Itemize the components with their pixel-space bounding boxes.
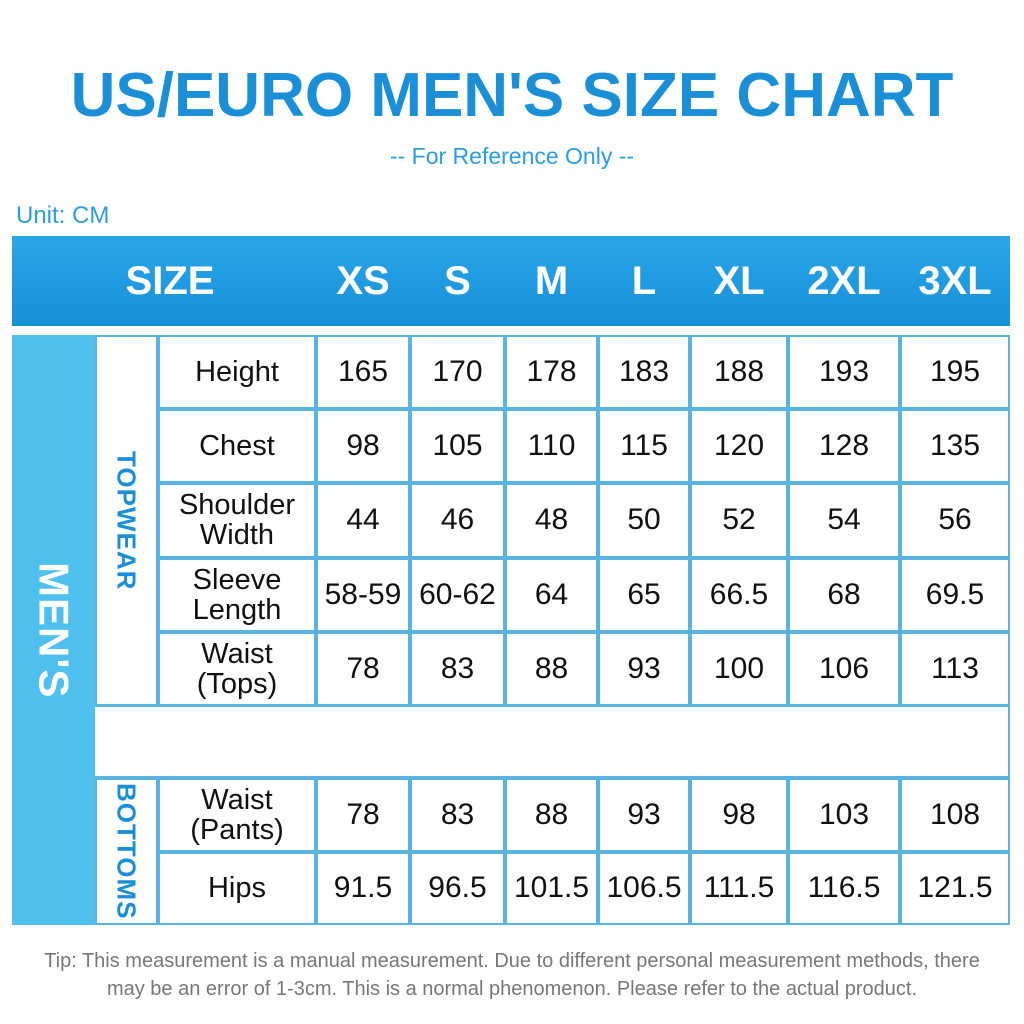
row-label: Waist (Tops) <box>158 631 316 706</box>
size-header: XS <box>336 258 390 303</box>
value-cell: 60-62 <box>410 557 505 632</box>
value-cell: 121.5 <box>900 851 1010 925</box>
value-cell: 105 <box>410 409 505 484</box>
tip: Tip: This measurement is a manual measur… <box>44 950 980 1000</box>
row-label: Shoulder Width <box>158 483 316 558</box>
value-cell: 93 <box>598 778 690 852</box>
value-cell: 93 <box>598 631 690 706</box>
row-label: Chest <box>158 409 316 484</box>
size-label: SIZE <box>125 258 215 303</box>
value-cell: 103 <box>788 778 900 852</box>
value-cell: 50 <box>598 483 690 558</box>
title: US/EURO MEN'S SIZE CHART <box>70 60 954 130</box>
value-cell: 195 <box>900 335 1010 410</box>
value-cell: 58-59 <box>316 557 410 632</box>
value-cell: 78 <box>316 631 410 706</box>
value-cell: 115 <box>598 409 690 484</box>
size-header: L <box>631 258 657 303</box>
value-cell: 106 <box>788 631 900 706</box>
size-header: M <box>534 258 569 303</box>
header-bar <box>12 236 1010 326</box>
value-cell: 52 <box>690 483 788 558</box>
row-label: Waist (Pants) <box>158 778 316 852</box>
section-label: TOPWEAR <box>95 335 158 706</box>
value-cell: 111.5 <box>690 851 788 925</box>
row-label: Height <box>158 335 316 410</box>
value-cell: 120 <box>690 409 788 484</box>
size-header: 3XL <box>918 258 992 303</box>
value-cell: 106.5 <box>598 851 690 925</box>
section-label: BOTTOMS <box>95 778 158 925</box>
subtitle: -- For Reference Only -- <box>389 142 635 169</box>
value-cell: 91.5 <box>316 851 410 925</box>
value-cell: 46 <box>410 483 505 558</box>
value-cell: 116.5 <box>788 851 900 925</box>
value-cell: 100 <box>690 631 788 706</box>
gap-row <box>95 705 1010 778</box>
value-cell: 56 <box>900 483 1010 558</box>
size-header: XL <box>713 258 765 303</box>
value-cell: 66.5 <box>690 557 788 632</box>
value-cell: 128 <box>788 409 900 484</box>
value-cell: 48 <box>505 483 598 558</box>
value-cell: 165 <box>316 335 410 410</box>
value-cell: 101.5 <box>505 851 598 925</box>
value-cell: 98 <box>316 409 410 484</box>
value-cell: 170 <box>410 335 505 410</box>
value-cell: 83 <box>410 631 505 706</box>
value-cell: 178 <box>505 335 598 410</box>
value-cell: 135 <box>900 409 1010 484</box>
value-cell: 64 <box>505 557 598 632</box>
value-cell: 96.5 <box>410 851 505 925</box>
value-cell: 88 <box>505 631 598 706</box>
value-cell: 44 <box>316 483 410 558</box>
value-cell: 78 <box>316 778 410 852</box>
value-cell: 65 <box>598 557 690 632</box>
value-cell: 113 <box>900 631 1010 706</box>
row-label: Sleeve Length <box>158 557 316 632</box>
value-cell: 98 <box>690 778 788 852</box>
value-cell: 110 <box>505 409 598 484</box>
value-cell: 83 <box>410 778 505 852</box>
value-cell: 183 <box>598 335 690 410</box>
row-label: Hips <box>158 851 316 925</box>
value-cell: 108 <box>900 778 1010 852</box>
value-cell: 68 <box>788 557 900 632</box>
size-header: S <box>444 258 471 303</box>
unit: Unit: CM <box>16 202 110 229</box>
value-cell: 88 <box>505 778 598 852</box>
value-cell: 193 <box>788 335 900 410</box>
size-header: 2XL <box>807 258 881 303</box>
value-cell: 54 <box>788 483 900 558</box>
value-cell: 69.5 <box>900 557 1010 632</box>
group-label: MEN'S <box>12 335 95 925</box>
value-cell: 188 <box>690 335 788 410</box>
